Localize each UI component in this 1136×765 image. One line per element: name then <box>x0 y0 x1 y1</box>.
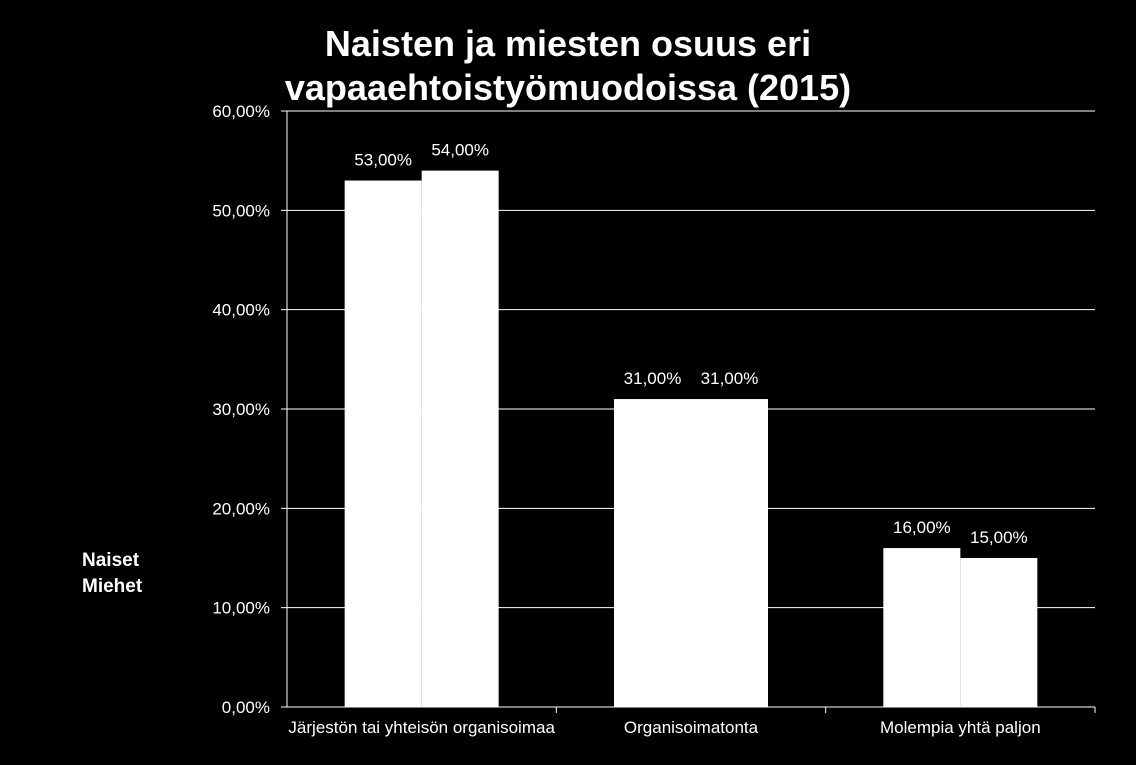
y-tick-label: 10,00% <box>212 599 270 618</box>
data-label: 16,00% <box>893 518 951 537</box>
legend-item-naiset: Naiset <box>82 550 140 571</box>
legend-item-miehet: Miehet <box>82 576 143 597</box>
bar-miehet <box>691 399 768 707</box>
x-tick-label: Järjestön tai yhteisön organisoimaa <box>288 718 555 737</box>
x-tick-label: Organisoimatonta <box>624 718 759 737</box>
chart-title-line-1: Naisten ja miesten osuus eri <box>324 23 812 64</box>
y-tick-label: 40,00% <box>212 301 270 320</box>
legend: Naiset Miehet <box>82 548 142 600</box>
data-label: 31,00% <box>701 369 759 388</box>
bar-naiset <box>344 180 422 708</box>
bar-miehet <box>421 170 499 708</box>
data-label: 15,00% <box>970 528 1028 547</box>
bar-naiset <box>883 548 961 707</box>
chart-title-line-2: vapaaehtoistyömuodoissa (2015) <box>284 67 852 108</box>
y-tick-label: 50,00% <box>212 201 270 220</box>
chart-title: Naisten ja miesten osuus eri vapaaehtois… <box>0 22 1136 110</box>
x-tick-label: Molempia yhtä paljon <box>880 718 1041 737</box>
y-tick-label: 30,00% <box>212 400 270 419</box>
data-label: 54,00% <box>431 141 489 160</box>
data-label: 53,00% <box>354 151 412 170</box>
bar-miehet <box>960 558 1038 707</box>
y-tick-label: 0,00% <box>222 698 270 717</box>
data-label: 31,00% <box>624 369 682 388</box>
y-tick-label: 20,00% <box>212 499 270 518</box>
bar-naiset <box>614 399 691 707</box>
y-tick-label: 60,00% <box>212 102 270 121</box>
